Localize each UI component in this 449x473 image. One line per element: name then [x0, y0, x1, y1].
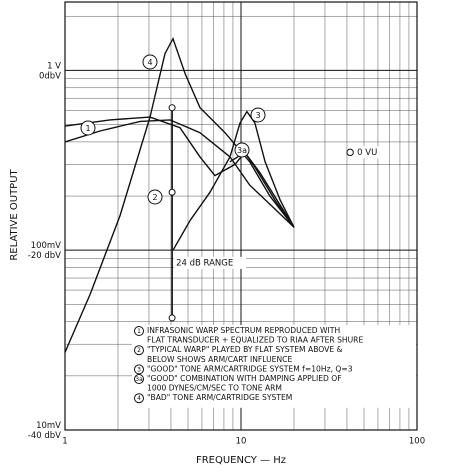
plot-frame	[64, 1, 418, 431]
legend-circle	[134, 326, 144, 336]
x-tick-label: 100	[409, 437, 425, 447]
legend-key: 2	[137, 347, 141, 354]
legend-text: "GOOD" TONE ARM/CARTRIDGE SYSTEM f=10Hz,…	[147, 364, 353, 373]
y-tick-label: 10mV -40 dbV	[28, 421, 61, 441]
x-axis-title: FREQUENCY — Hz	[196, 455, 286, 466]
legend-circle	[134, 393, 144, 404]
legend-key: 1	[137, 328, 141, 335]
reference-label: 0 VU	[357, 148, 377, 158]
callout-label: 1	[85, 124, 90, 133]
curve	[229, 151, 295, 228]
callout-circle	[147, 189, 163, 205]
callout-circle	[80, 120, 96, 136]
legend-key: 3	[137, 366, 141, 373]
callout-label: 3a	[237, 146, 247, 155]
curve	[64, 116, 295, 228]
y-tick-label: 1 V 0dbV	[39, 61, 61, 81]
range-point	[168, 104, 176, 112]
callout-circle	[142, 54, 158, 70]
legend-text: "GOOD" COMBINATION WITH DAMPING APPLIED …	[147, 374, 342, 383]
legend-key: 3a	[135, 376, 143, 383]
callout-label: 2	[152, 193, 157, 202]
legend-text: "TYPICAL WARP" PLAYED BY FLAT SYSTEM ABO…	[147, 345, 343, 354]
y-tick-label: 100mV -20 dbV	[28, 241, 61, 261]
legend-circle	[134, 364, 144, 375]
curve	[172, 110, 295, 251]
callout-circle	[250, 107, 266, 123]
reference-label-bg	[355, 146, 384, 159]
x-tick-label: 10	[236, 437, 247, 447]
curve	[64, 36, 295, 353]
legend-text: BELOW SHOWS ARM/CART INFLUENCE	[147, 355, 292, 364]
callout-label: 4	[147, 58, 152, 67]
legend-circle	[134, 374, 144, 384]
range-label: 24 dB RANGE	[176, 258, 233, 268]
x-tick-label: 1	[62, 437, 67, 447]
range-point	[168, 188, 176, 196]
y-axis-title: RELATIVE OUTPUT	[9, 168, 20, 260]
legend-text: "BAD" TONE ARM/CARTRIDGE SYSTEM	[147, 393, 292, 402]
reference-point	[346, 148, 354, 157]
range-point	[168, 314, 176, 322]
legend-circle	[134, 345, 144, 356]
legend-text: FLAT TRANSDUCER + EQUALIZED TO RIAA AFTE…	[147, 336, 363, 345]
range-label-bg	[174, 256, 247, 269]
curve	[64, 119, 295, 228]
callout-circle	[234, 142, 250, 158]
callout-label: 3	[255, 111, 260, 120]
legend-key: 4	[137, 395, 141, 402]
legend-box	[132, 325, 416, 408]
legend-text: 1000 DYNES/CM/SEC TO TONE ARM	[147, 384, 282, 393]
legend-text: INFRASONIC WARP SPECTRUM REPRODUCED WITH	[147, 326, 340, 335]
